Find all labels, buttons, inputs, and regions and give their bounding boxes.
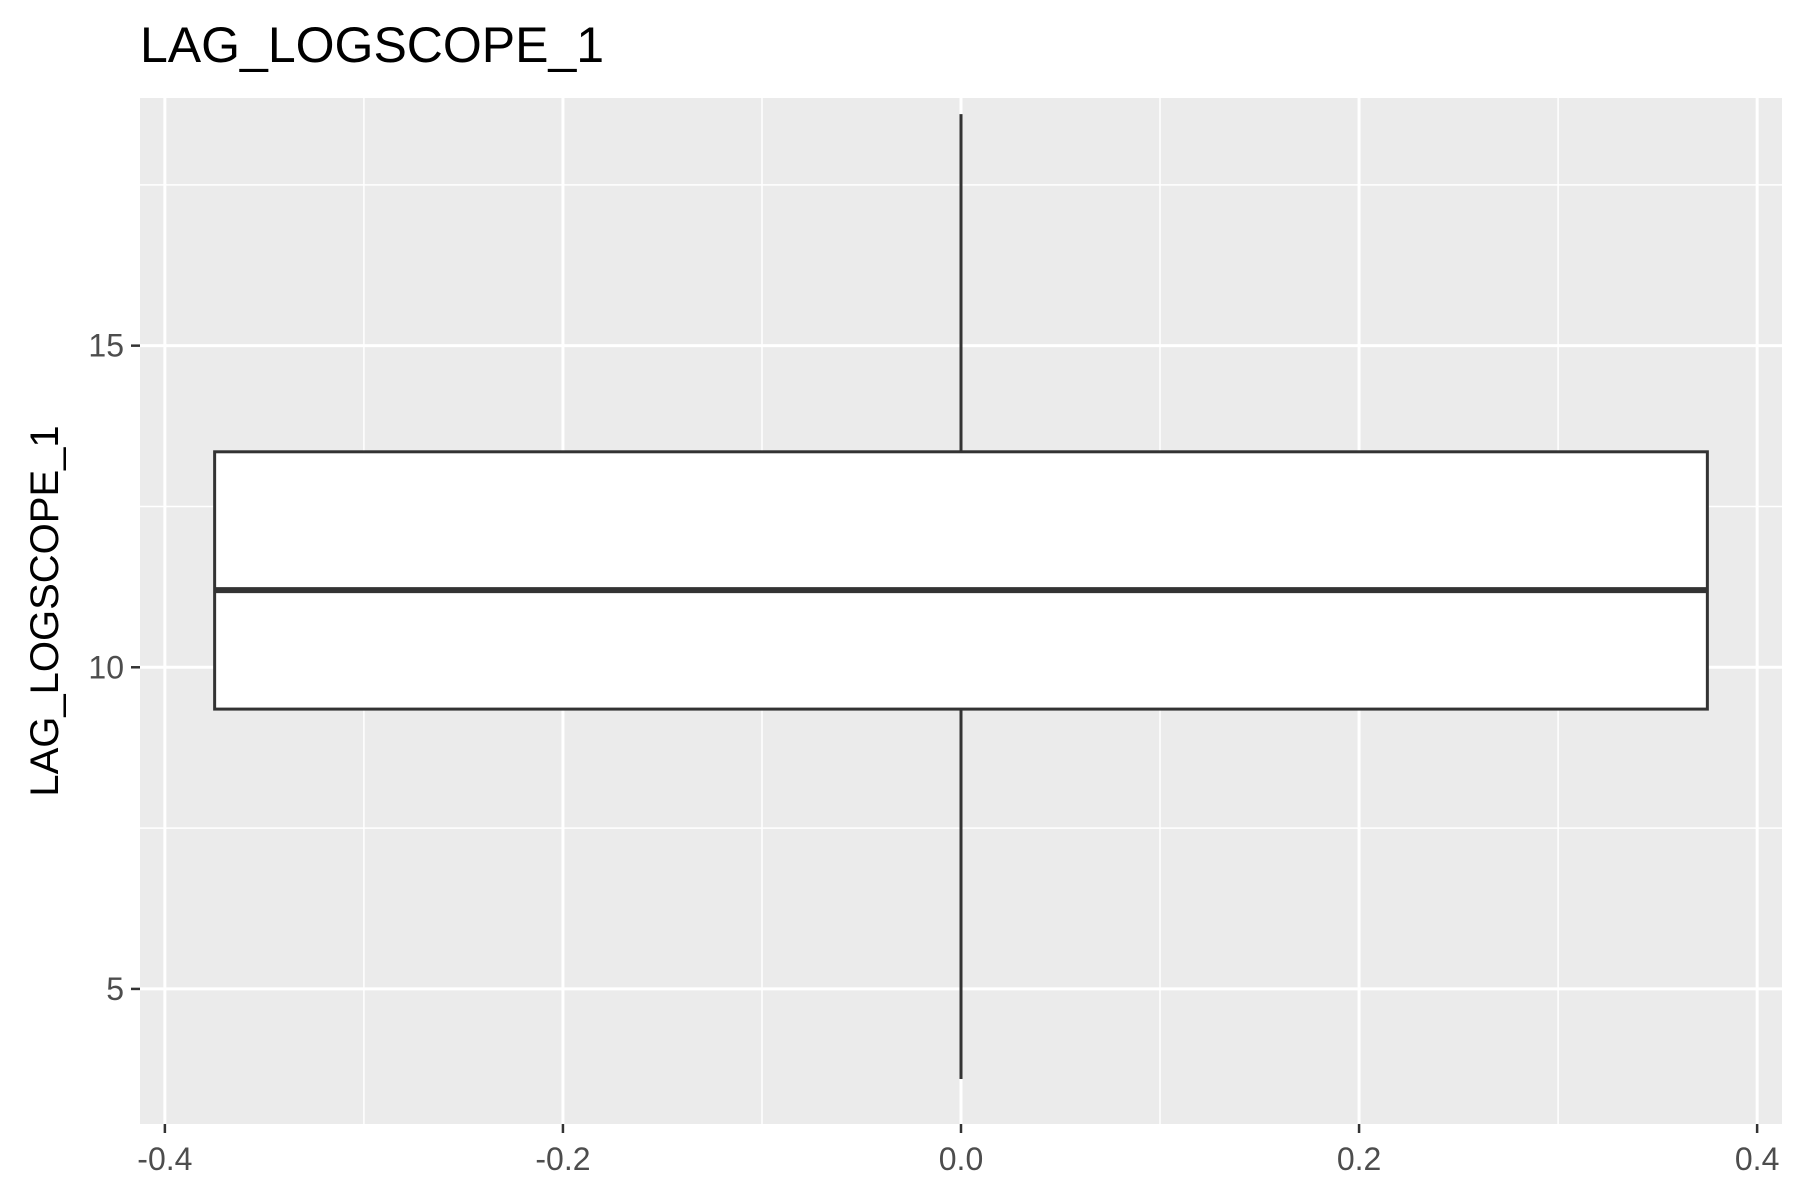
y-axis: 5 10 15 <box>88 328 140 1007</box>
x-axis: -0.4 -0.2 0.0 0.2 0.4 <box>137 1124 1779 1177</box>
x-tick-label: -0.4 <box>137 1141 192 1177</box>
x-tick-label: 0.0 <box>939 1141 983 1177</box>
x-tick-label: 0.2 <box>1337 1141 1381 1177</box>
chart-title: LAG_LOGSCOPE_1 <box>140 17 604 73</box>
x-tick-label: 0.4 <box>1735 1141 1779 1177</box>
boxplot <box>213 114 1709 1079</box>
box-iqr <box>213 450 1709 711</box>
y-tick-label: 5 <box>106 971 124 1007</box>
x-tick-label: -0.2 <box>535 1141 590 1177</box>
y-tick-label: 15 <box>88 328 124 364</box>
y-axis-label: LAG_LOGSCOPE_1 <box>23 425 67 796</box>
y-tick-label: 10 <box>88 649 124 685</box>
